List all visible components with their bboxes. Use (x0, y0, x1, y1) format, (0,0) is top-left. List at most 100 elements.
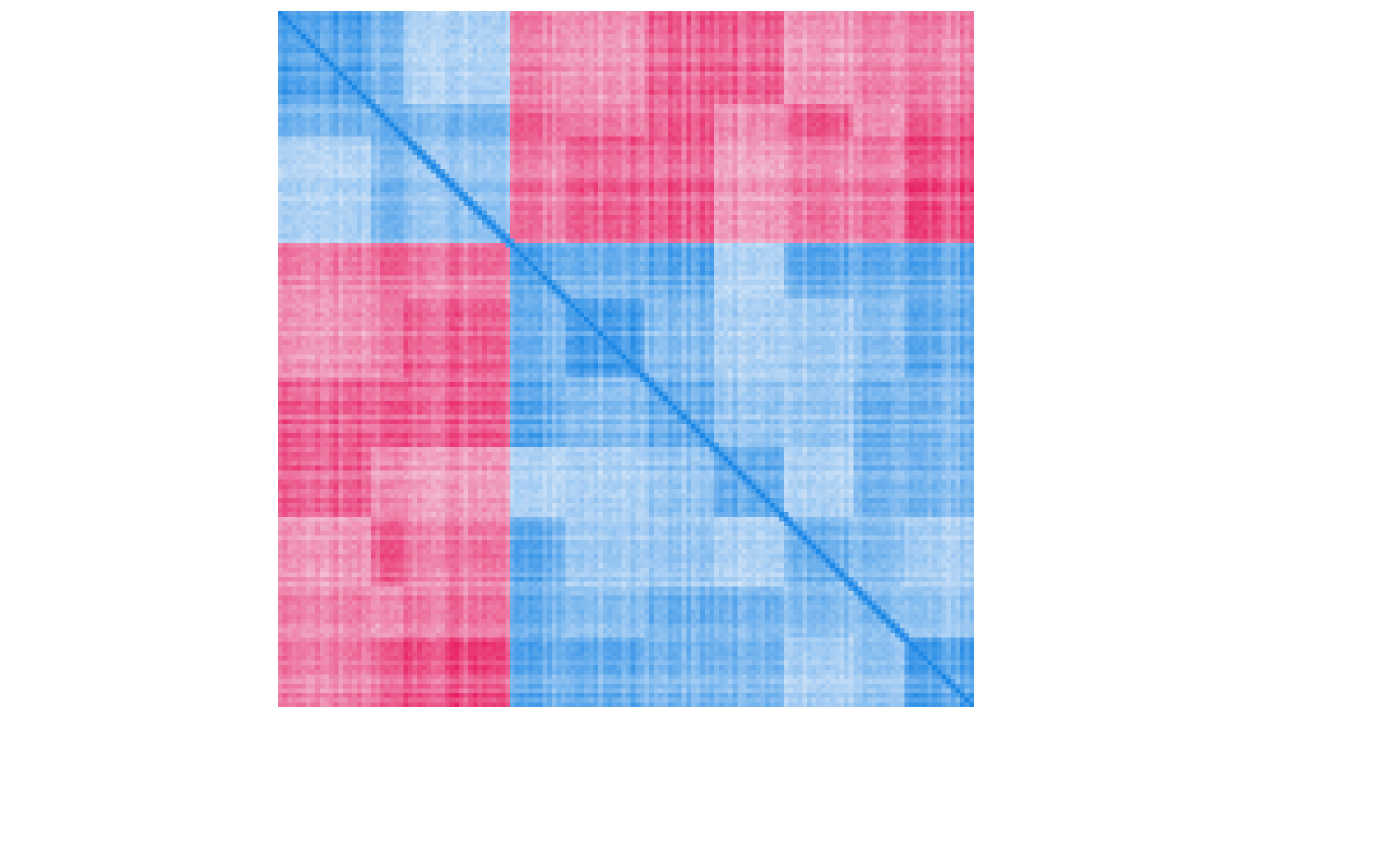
heatmap-cell (482, 113, 487, 118)
heatmap-cell (570, 122, 575, 127)
heatmap-cell (478, 62, 483, 67)
heatmap-cell (607, 25, 612, 30)
heatmap-cell (826, 99, 831, 104)
heatmap-cell (310, 85, 315, 90)
heatmap-cell (918, 57, 923, 62)
heatmap-cell (389, 127, 394, 132)
heatmap-cell (621, 48, 626, 53)
heatmap-cell (960, 150, 965, 155)
heatmap-cell (886, 67, 891, 72)
heatmap-cell (728, 90, 733, 95)
heatmap-cell (909, 146, 914, 151)
heatmap-cell (863, 136, 868, 141)
heatmap-cell (761, 155, 766, 160)
heatmap-cell (375, 159, 380, 164)
heatmap-cell (292, 67, 297, 72)
heatmap-cell (645, 122, 650, 127)
heatmap-cell (292, 108, 297, 113)
heatmap-cell (784, 48, 789, 53)
heatmap-cell (877, 34, 882, 39)
heatmap-cell (487, 48, 492, 53)
heatmap-cell (594, 113, 599, 118)
heatmap-cell (343, 132, 348, 137)
heatmap-cell (812, 90, 817, 95)
heatmap-cell (371, 16, 376, 21)
heatmap-cell (705, 141, 710, 146)
heatmap-cell (529, 20, 534, 25)
heatmap-cell (542, 122, 547, 127)
heatmap-cell (607, 122, 612, 127)
heatmap-cell (826, 127, 831, 132)
heatmap-cell (552, 104, 557, 109)
heatmap-cell (645, 48, 650, 53)
heatmap-cell (890, 95, 895, 100)
heatmap-cell (501, 34, 506, 39)
heatmap-cell (863, 43, 868, 48)
heatmap-cell (473, 20, 478, 25)
heatmap-cell (515, 104, 520, 109)
heatmap-cell (969, 85, 974, 90)
heatmap-cell (375, 71, 380, 76)
heatmap-cell (835, 34, 840, 39)
heatmap-cell (385, 81, 390, 86)
heatmap-cell (682, 20, 687, 25)
heatmap-cell (677, 95, 682, 100)
heatmap-cell (445, 71, 450, 76)
heatmap-cell (519, 99, 524, 104)
heatmap-cell (765, 25, 770, 30)
heatmap-cell (626, 113, 631, 118)
heatmap-cell (700, 113, 705, 118)
heatmap-cell (301, 122, 306, 127)
heatmap-cell (366, 43, 371, 48)
heatmap-cell (621, 57, 626, 62)
heatmap-cell (696, 39, 701, 44)
heatmap-cell (663, 108, 668, 113)
heatmap-cell (904, 39, 909, 44)
heatmap-cell (719, 104, 724, 109)
heatmap-cell (584, 53, 589, 58)
heatmap-cell (542, 39, 547, 44)
heatmap-cell (584, 132, 589, 137)
heatmap-cell (686, 20, 691, 25)
heatmap-cell (900, 25, 905, 30)
heatmap-cell (710, 118, 715, 123)
heatmap-cell (380, 155, 385, 160)
heatmap-cell (867, 113, 872, 118)
heatmap-cell (853, 122, 858, 127)
heatmap-cell (589, 99, 594, 104)
heatmap-cell (612, 99, 617, 104)
heatmap-cell (649, 62, 654, 67)
heatmap-cell (895, 53, 900, 58)
heatmap-cell (658, 113, 663, 118)
heatmap-cell (807, 85, 812, 90)
heatmap-cell (821, 76, 826, 81)
heatmap-cell (519, 90, 524, 95)
heatmap-cell (733, 62, 738, 67)
heatmap-cell (877, 76, 882, 81)
heatmap-cell (761, 104, 766, 109)
heatmap-cell (482, 127, 487, 132)
heatmap-cell (389, 90, 394, 95)
heatmap-cell (663, 76, 668, 81)
heatmap-cell (408, 39, 413, 44)
heatmap-cell (417, 20, 422, 25)
heatmap-cell (580, 127, 585, 132)
heatmap-cell (366, 99, 371, 104)
heatmap-cell (524, 132, 529, 137)
heatmap-cell (440, 43, 445, 48)
heatmap-cell (886, 132, 891, 137)
heatmap-cell (403, 122, 408, 127)
heatmap-cell (519, 43, 524, 48)
heatmap-cell (278, 150, 283, 155)
heatmap-cell (640, 85, 645, 90)
heatmap-cell (454, 108, 459, 113)
heatmap-cell (751, 108, 756, 113)
heatmap-cell (552, 57, 557, 62)
heatmap-cell (895, 104, 900, 109)
heatmap-cell (306, 53, 311, 58)
heatmap-cell (710, 71, 715, 76)
heatmap-cell (621, 113, 626, 118)
heatmap-cell (742, 95, 747, 100)
heatmap-cell (830, 122, 835, 127)
heatmap-cell (909, 34, 914, 39)
